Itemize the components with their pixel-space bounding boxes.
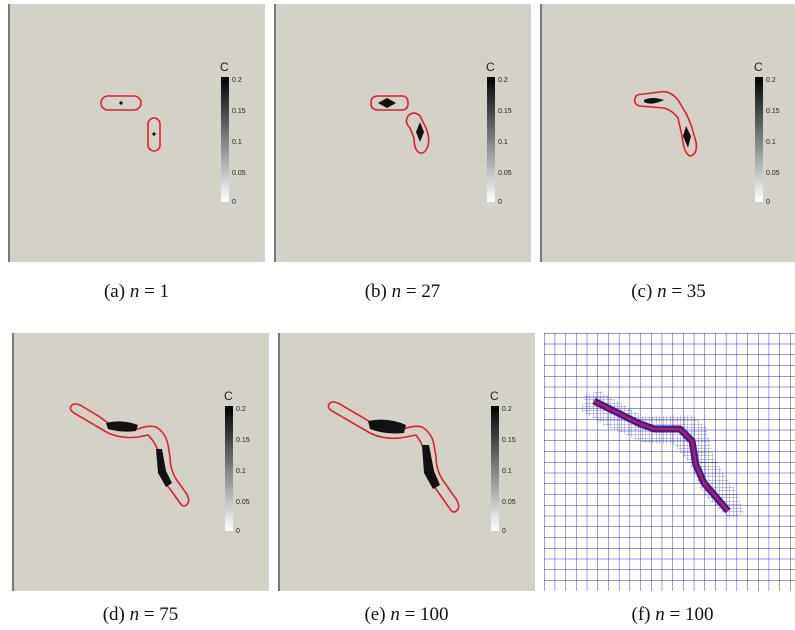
concentration-spot	[152, 132, 156, 136]
colorbar-tick: 0.15	[236, 437, 250, 444]
colorbar-tick: 0.05	[236, 499, 250, 506]
panel-d-plot	[69, 403, 190, 507]
panel-b-plot	[370, 95, 430, 154]
caption-value: = 75	[143, 604, 179, 625]
caption-label: (e)	[364, 604, 386, 625]
caption-variable: n	[129, 604, 140, 625]
caption-label: (a)	[103, 281, 126, 302]
colorbar-tick: 0.05	[232, 170, 246, 177]
interface-contour	[593, 399, 729, 512]
concentration-spot	[378, 98, 396, 108]
panel-f	[544, 333, 795, 591]
panel-c: C 0.2 0.15 0.1 0.05 0	[540, 4, 795, 262]
colorbar-tick: 0.05	[498, 170, 512, 177]
colorbar: C 0.2 0.15 0.1 0.05 0	[486, 60, 512, 206]
caption-value: = 100	[669, 604, 714, 625]
colorbar-tick: 0.2	[502, 406, 512, 413]
colorbar-tick: 0.15	[232, 108, 246, 115]
interface-contour	[633, 90, 698, 157]
colorbar: C 0.2 0.15 0.1 0.05 0	[224, 389, 250, 535]
interface-contour	[100, 95, 142, 111]
colorbar: C 0.2 0.15 0.1 0.05 0	[490, 389, 516, 535]
caption-variable: n	[391, 281, 402, 302]
caption-variable: n	[129, 281, 140, 302]
colorbar-gradient	[491, 406, 499, 531]
panel-a: C 0.2 0.15 0.1 0.05 0	[8, 4, 265, 262]
concentration-spot	[416, 122, 424, 142]
mesh-coarse	[544, 333, 795, 591]
colorbar-title: C	[754, 60, 763, 74]
panel-edge	[540, 4, 542, 262]
colorbar-tick: 0.2	[766, 77, 776, 84]
colorbar-tick: 0	[236, 528, 240, 535]
caption-d: (d) n = 75	[12, 604, 269, 626]
panel-edge	[8, 4, 10, 262]
concentration-band	[368, 419, 406, 434]
panel-edge	[274, 4, 276, 262]
colorbar-tick: 0	[498, 199, 502, 206]
panel-e: C 0.2 0.15 0.1 0.05 0	[278, 333, 535, 591]
caption-value: = 100	[404, 604, 449, 625]
caption-label: (f)	[631, 604, 651, 625]
interface-contour	[147, 117, 161, 152]
concentration-spot	[644, 98, 664, 104]
concentration-spot	[119, 101, 123, 105]
caption-label: (c)	[631, 281, 653, 302]
caption-variable: n	[390, 604, 400, 625]
caption-label: (d)	[102, 604, 125, 625]
concentration-band	[156, 449, 172, 487]
interface-contour	[370, 95, 409, 111]
colorbar-tick: 0.15	[502, 437, 516, 444]
colorbar-tick: 0.15	[766, 108, 780, 115]
colorbar-title: C	[224, 389, 233, 403]
caption-f: (f) n = 100	[544, 604, 795, 626]
colorbar-tick: 0	[232, 199, 236, 206]
caption-c: (c) n = 35	[540, 281, 795, 303]
caption-value: = 1	[144, 281, 170, 302]
panel-b: C 0.2 0.15 0.1 0.05 0	[274, 4, 531, 262]
panel-edge	[278, 333, 280, 591]
caption-b: (b) n = 27	[274, 281, 531, 303]
panel-c-plot	[633, 90, 698, 157]
colorbar-gradient	[755, 77, 763, 202]
panel-edge	[12, 333, 14, 591]
colorbar-gradient	[225, 406, 233, 531]
colorbar-gradient	[221, 77, 229, 202]
caption-variable: n	[657, 281, 667, 302]
panel-e-plot	[327, 401, 460, 513]
colorbar-tick: 0.1	[502, 468, 512, 475]
colorbar-tick: 0.1	[232, 139, 242, 146]
caption-value: = 27	[405, 281, 441, 302]
colorbar-tick: 0.2	[232, 77, 242, 84]
colorbar-title: C	[490, 389, 499, 403]
colorbar-tick: 0	[766, 199, 770, 206]
caption-label: (b)	[364, 281, 387, 302]
colorbar-title: C	[220, 60, 229, 74]
colorbar-tick: 0.1	[766, 139, 776, 146]
colorbar-tick: 0.2	[236, 406, 246, 413]
colorbar-tick: 0.1	[236, 468, 246, 475]
panel-d: C 0.2 0.15 0.1 0.05 0	[12, 333, 269, 591]
colorbar-tick: 0.05	[766, 170, 780, 177]
caption-e: (e) n = 100	[278, 604, 535, 626]
concentration-band	[106, 421, 138, 432]
caption-variable: n	[655, 604, 665, 625]
panel-a-plot	[100, 95, 161, 152]
concentration-spot	[683, 126, 691, 148]
caption-value: = 35	[671, 281, 706, 302]
colorbar: C 0.2 0.15 0.1 0.05 0	[220, 60, 246, 206]
colorbar-tick: 0.05	[502, 499, 516, 506]
colorbar-tick: 0	[502, 528, 506, 535]
colorbar-tick: 0.1	[498, 139, 508, 146]
caption-a: (a) n = 1	[8, 281, 265, 303]
colorbar-gradient	[487, 77, 495, 202]
panel-f-mesh	[544, 333, 795, 591]
colorbar-tick: 0.2	[498, 77, 508, 84]
colorbar: C 0.2 0.15 0.1 0.05 0	[754, 60, 780, 206]
interface-contour	[405, 112, 430, 154]
colorbar-title: C	[486, 60, 495, 74]
concentration-band	[422, 445, 440, 489]
colorbar-tick: 0.15	[498, 108, 512, 115]
